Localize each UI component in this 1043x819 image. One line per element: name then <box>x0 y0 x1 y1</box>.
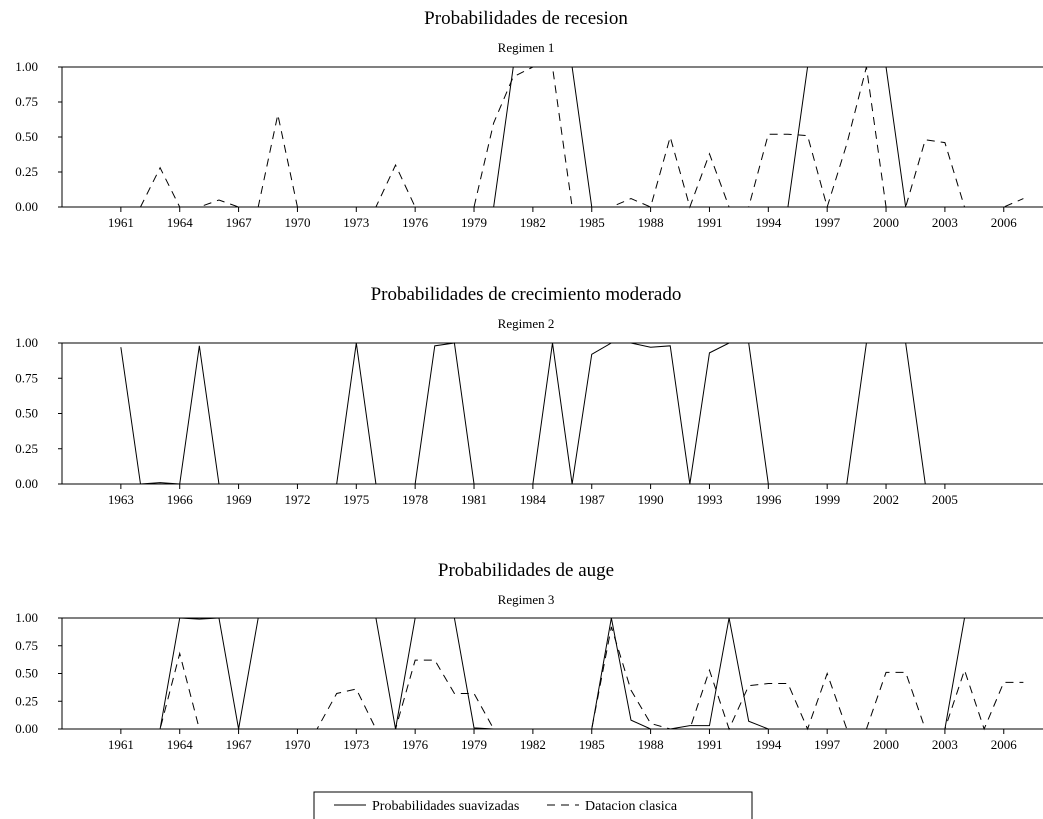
x-tick-label: 1993 <box>696 492 722 507</box>
x-tick-label: 1982 <box>520 215 546 230</box>
y-tick-label: 0.75 <box>15 638 38 653</box>
x-tick-label: 1997 <box>814 737 841 752</box>
x-tick-label: 1988 <box>638 215 664 230</box>
y-tick-label: 0.50 <box>15 406 38 421</box>
x-tick-label: 1981 <box>461 492 487 507</box>
x-tick-label: 1982 <box>520 737 546 752</box>
x-tick-label: 2003 <box>932 215 958 230</box>
x-tick-label: 1963 <box>108 492 134 507</box>
y-tick-label: 0.50 <box>15 666 38 681</box>
x-tick-label: 1987 <box>579 492 606 507</box>
series-line-probabilidades-suavizadas <box>120 342 985 485</box>
x-tick-label: 1976 <box>402 215 429 230</box>
chart-subtitle: Regimen 3 <box>498 592 555 607</box>
x-tick-label: 1976 <box>402 737 429 752</box>
chart-panel-recesion: Probabilidades de recesion Regimen 1 0.0… <box>15 8 1043 230</box>
x-tick-label: 2005 <box>932 492 958 507</box>
legend-label-datacion: Datacion clasica <box>585 799 678 814</box>
y-tick-label: 0.75 <box>15 370 38 385</box>
legend-box <box>313 791 753 819</box>
x-tick-label: 1964 <box>167 737 194 752</box>
x-tick-label: 1961 <box>108 215 134 230</box>
legend-label-suavizadas: Probabilidades suavizadas <box>372 799 519 814</box>
x-tick-label: 1973 <box>343 737 369 752</box>
x-tick-label: 2000 <box>873 737 899 752</box>
chart-subtitle: Regimen 2 <box>498 316 555 331</box>
series-line-datacion-clasica <box>140 66 1024 209</box>
y-tick-label: 0.50 <box>15 129 38 144</box>
x-tick-label: 1970 <box>284 737 310 752</box>
y-tick-label: 1.00 <box>15 59 38 74</box>
x-tick-label: 1991 <box>696 215 722 230</box>
x-tick-label: 1972 <box>284 492 310 507</box>
x-tick-label: 1978 <box>402 492 428 507</box>
x-tick-label: 1991 <box>696 737 722 752</box>
x-tick-label: 1975 <box>343 492 369 507</box>
x-tick-label: 1994 <box>755 215 782 230</box>
x-tick-label: 1964 <box>167 215 194 230</box>
y-tick-label: 1.00 <box>15 610 38 625</box>
chart-panel-crecimiento-moderado: Probabilidades de crecimiento moderado R… <box>15 284 1043 507</box>
x-tick-label: 1984 <box>520 492 547 507</box>
chart-subtitle: Regimen 1 <box>498 40 555 55</box>
y-tick-label: 0.00 <box>15 476 38 491</box>
y-tick-label: 0.00 <box>15 199 38 214</box>
x-tick-label: 2006 <box>991 737 1018 752</box>
chart-panel-auge: Probabilidades de auge Regimen 3 0.00 0.2… <box>15 560 1043 752</box>
x-tick-label: 1999 <box>814 492 840 507</box>
y-tick-label: 0.25 <box>15 441 38 456</box>
x-tick-label: 2002 <box>873 492 899 507</box>
x-tick-label: 1996 <box>755 492 782 507</box>
x-tick-label: 1994 <box>755 737 782 752</box>
x-tick-label: 1967 <box>226 737 253 752</box>
x-tick-label: 1988 <box>638 737 664 752</box>
legend: Probabilidades suavizadas Datacion clasi… <box>313 791 753 819</box>
chart-title: Probabilidades de auge <box>438 560 614 581</box>
y-tick-label: 0.00 <box>15 721 38 736</box>
chart-title: Probabilidades de recesion <box>424 8 628 29</box>
x-tick-label: 2006 <box>991 215 1018 230</box>
series-line-probabilidades-suavizadas <box>120 617 1024 730</box>
x-tick-label: 1973 <box>343 215 369 230</box>
x-tick-label: 1979 <box>461 215 487 230</box>
x-tick-label: 2003 <box>932 737 958 752</box>
x-tick-label: 1970 <box>284 215 310 230</box>
chart-title: Probabilidades de crecimiento moderado <box>371 284 682 305</box>
x-tick-label: 1966 <box>167 492 194 507</box>
y-tick-label: 0.75 <box>15 94 38 109</box>
x-tick-label: 1969 <box>226 492 252 507</box>
x-tick-label: 1967 <box>226 215 253 230</box>
x-tick-label: 1961 <box>108 737 134 752</box>
x-tick-label: 1985 <box>579 737 605 752</box>
series-line-probabilidades-suavizadas <box>140 66 1024 208</box>
y-tick-label: 0.25 <box>15 693 38 708</box>
series-line-datacion-clasica <box>120 626 1024 731</box>
x-tick-label: 1979 <box>461 737 487 752</box>
y-tick-label: 0.25 <box>15 164 38 179</box>
x-tick-label: 1997 <box>814 215 841 230</box>
x-tick-label: 1990 <box>638 492 664 507</box>
x-tick-label: 1985 <box>579 215 605 230</box>
y-tick-label: 1.00 <box>15 335 38 350</box>
x-tick-label: 2000 <box>873 215 899 230</box>
